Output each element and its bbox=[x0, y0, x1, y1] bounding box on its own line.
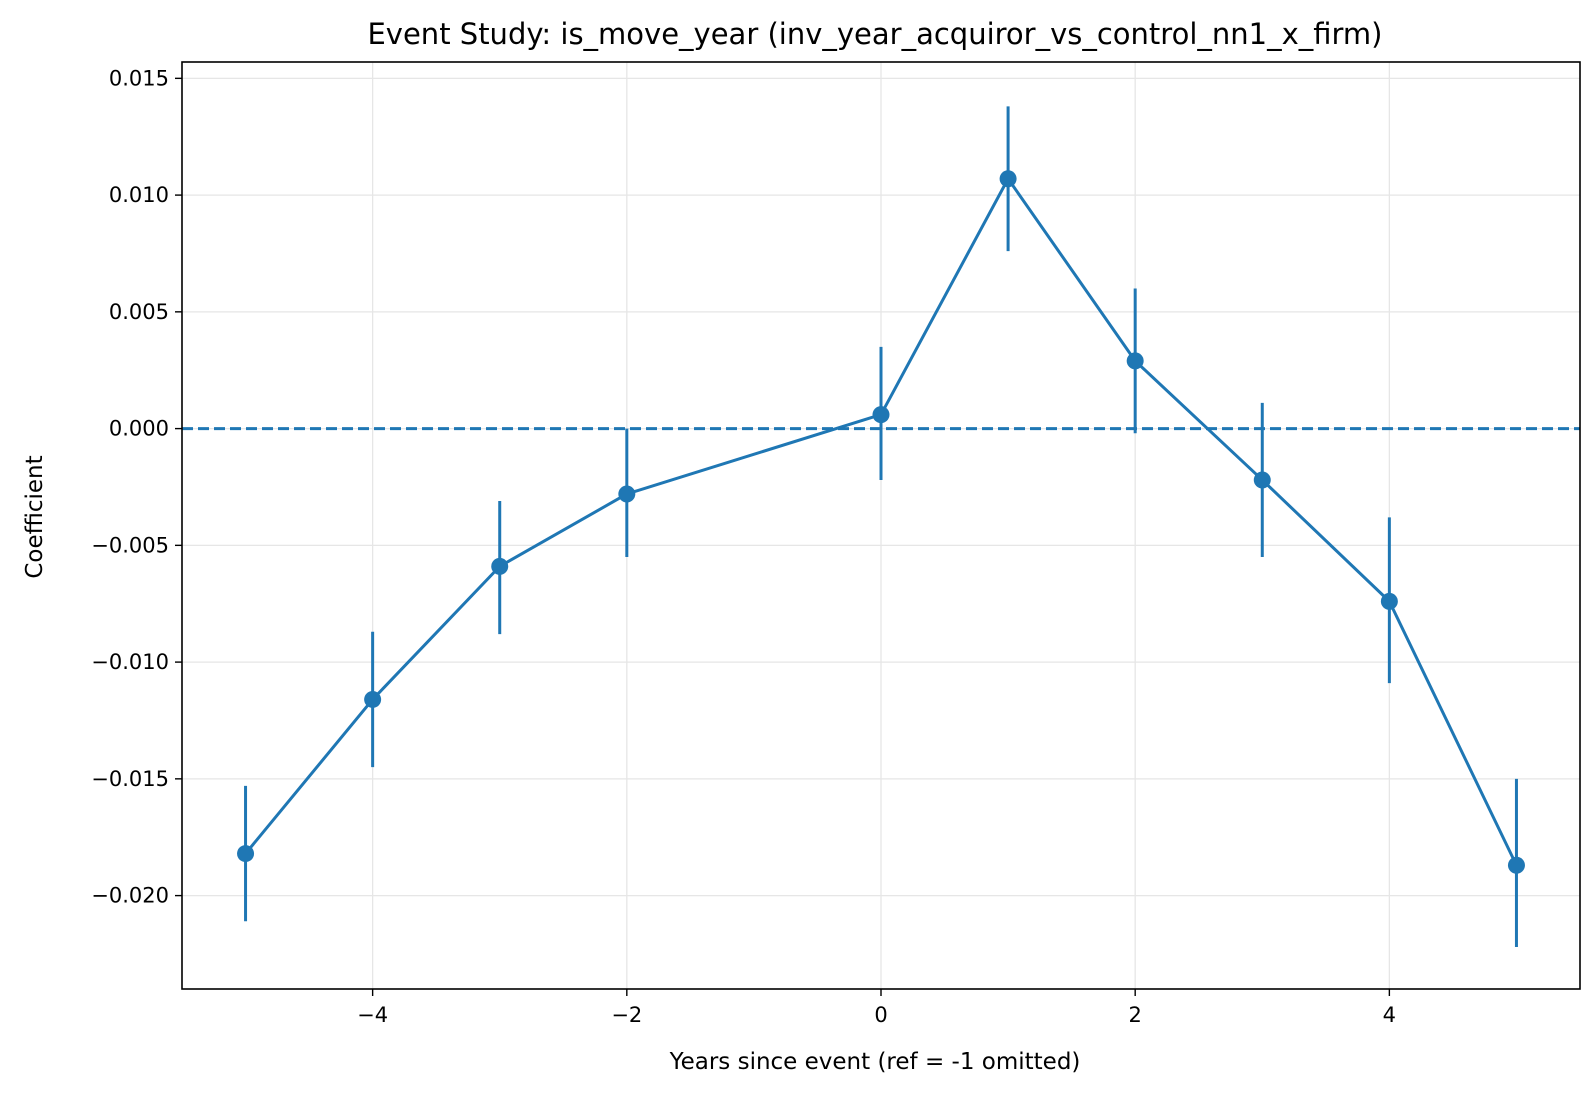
coefficient-point bbox=[1380, 592, 1398, 610]
y-tick-label: −0.015 bbox=[91, 767, 169, 791]
axis-ticks: −4 −2 0 2 4 0.015 0.010 0.005 0.000 −0.005 −0.010 −… bbox=[91, 66, 1396, 1027]
coefficient-point bbox=[872, 406, 890, 424]
coefficient-point bbox=[1126, 352, 1144, 370]
y-tick-label: −0.010 bbox=[91, 650, 169, 674]
y-tick-label: 0.015 bbox=[109, 66, 169, 90]
coefficient-point bbox=[237, 845, 255, 863]
coefficient-point bbox=[491, 557, 509, 575]
y-tick-label: 0.000 bbox=[109, 417, 169, 441]
coefficient-point bbox=[364, 690, 382, 708]
y-tick-label: −0.005 bbox=[91, 533, 169, 557]
y-tick-label: 0.005 bbox=[109, 300, 169, 324]
coefficient-point bbox=[1507, 856, 1525, 874]
y-axis-label: Coefficient bbox=[22, 455, 48, 578]
series-layer bbox=[237, 106, 1525, 947]
coefficient-point bbox=[618, 485, 636, 503]
x-axis-label: Years since event (ref = -1 omitted) bbox=[669, 1049, 1081, 1075]
chart-title: Event Study: is_move_year (inv_year_acqu… bbox=[367, 17, 1382, 51]
y-tick-label: 0.010 bbox=[109, 183, 169, 207]
x-tick-label: −2 bbox=[611, 1003, 642, 1027]
x-tick-label: −4 bbox=[357, 1003, 388, 1027]
coefficient-point bbox=[1253, 471, 1271, 489]
x-tick-label: 4 bbox=[1383, 1003, 1396, 1027]
x-tick-label: 2 bbox=[1128, 1003, 1141, 1027]
coefficient-point bbox=[999, 170, 1017, 188]
x-tick-label: 0 bbox=[874, 1003, 887, 1027]
y-tick-label: −0.020 bbox=[91, 884, 169, 908]
coefficient-line bbox=[244, 177, 1518, 866]
